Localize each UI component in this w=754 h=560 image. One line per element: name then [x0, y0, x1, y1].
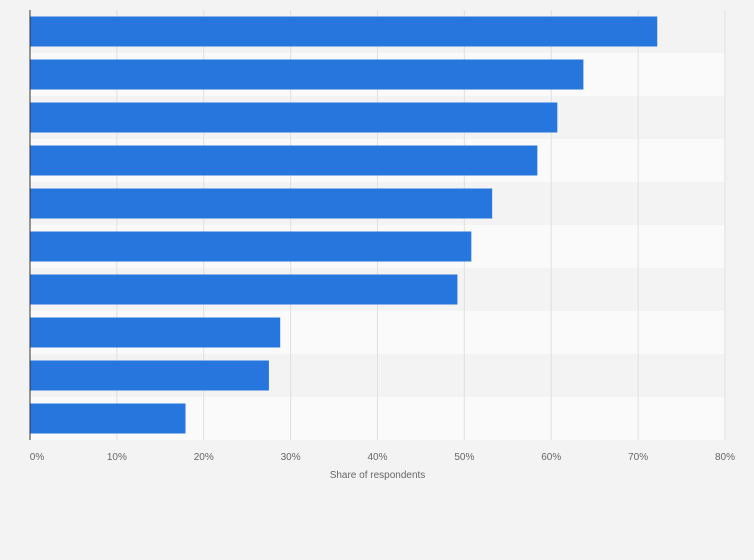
- bar[interactable]: [30, 59, 584, 90]
- bar[interactable]: [30, 317, 281, 348]
- bar[interactable]: [30, 231, 472, 262]
- bar[interactable]: [30, 102, 558, 133]
- bar[interactable]: [30, 360, 269, 391]
- x-tick-label: 40%: [367, 452, 387, 463]
- bar[interactable]: [30, 403, 186, 434]
- bar[interactable]: [30, 16, 658, 47]
- x-tick-label: 20%: [194, 452, 214, 463]
- x-tick-label: 50%: [454, 452, 474, 463]
- bars: [30, 16, 658, 434]
- x-tick-label: 10%: [107, 452, 127, 463]
- x-axis-ticks: 0% 10% 20% 30% 40% 50% 60% 70% 80%: [30, 452, 735, 463]
- bar[interactable]: [30, 188, 493, 219]
- x-tick-label: 30%: [281, 452, 301, 463]
- x-tick-label: 60%: [541, 452, 561, 463]
- x-tick-label: 70%: [628, 452, 648, 463]
- x-axis-title: Share of respondents: [330, 470, 426, 481]
- bar[interactable]: [30, 274, 458, 305]
- bar[interactable]: [30, 145, 538, 176]
- x-tick-label: 0%: [30, 452, 45, 463]
- x-tick-label: 80%: [715, 452, 735, 463]
